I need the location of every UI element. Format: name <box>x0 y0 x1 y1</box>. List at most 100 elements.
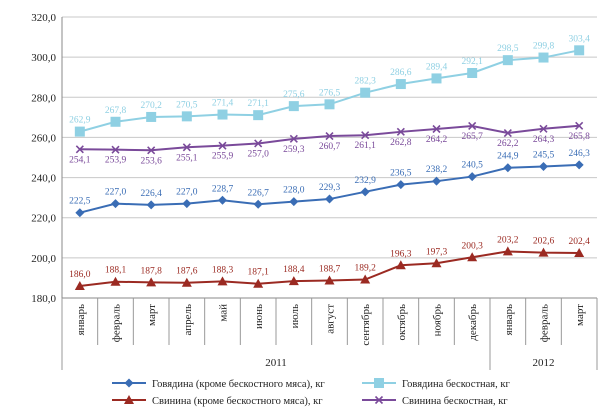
point-marker <box>75 145 84 154</box>
point-marker <box>147 146 156 155</box>
point-marker <box>467 67 478 78</box>
point-marker <box>289 134 298 143</box>
data-label: 245,5 <box>533 151 555 161</box>
point-marker <box>574 160 584 170</box>
point-marker <box>124 378 134 388</box>
data-label: 276,5 <box>319 88 341 98</box>
y-tick-label: 280,0 <box>31 92 56 104</box>
data-label: 228,0 <box>283 186 305 196</box>
point-marker <box>361 131 370 140</box>
point-marker <box>574 248 585 258</box>
data-label: 270,5 <box>176 100 198 110</box>
point-marker <box>395 79 406 90</box>
point-marker <box>503 128 512 138</box>
data-label: 186,0 <box>69 270 91 280</box>
series-lines <box>74 45 585 290</box>
point-marker <box>253 278 264 288</box>
year-label: 2011 <box>265 357 287 369</box>
data-label: 261,1 <box>354 141 376 151</box>
x-tick-label: июнь <box>253 304 265 329</box>
point-marker <box>574 45 585 56</box>
point-marker <box>146 277 157 287</box>
legend-label: Свинина (кроме бескостного мяса), кг <box>152 396 323 407</box>
point-marker <box>396 127 405 136</box>
point-marker <box>539 162 548 172</box>
x-tick-label: январь <box>503 304 515 335</box>
point-marker <box>360 274 371 284</box>
data-label: 275,6 <box>283 90 305 100</box>
data-label: 202,6 <box>533 237 555 247</box>
data-label: 188,4 <box>283 265 305 275</box>
data-label: 299,8 <box>533 42 555 52</box>
point-marker <box>218 195 227 205</box>
data-label: 222,5 <box>69 197 91 207</box>
data-label: 238,2 <box>426 165 448 175</box>
point-marker <box>431 258 442 268</box>
point-marker <box>324 99 335 110</box>
data-labels: 222,5 227,0 226,4 227,0 228,7 226,7 228,0 229,3… <box>69 34 590 280</box>
data-label: 226,4 <box>140 189 162 199</box>
point-marker <box>538 247 549 257</box>
data-label: 271,4 <box>212 99 234 109</box>
point-marker <box>575 121 584 130</box>
point-marker <box>254 139 263 148</box>
data-label: 265,8 <box>568 132 590 142</box>
data-label: 229,3 <box>319 183 341 193</box>
point-marker <box>503 163 513 173</box>
data-label: 259,3 <box>283 145 305 155</box>
data-label: 262,2 <box>497 139 519 149</box>
data-label: 188,3 <box>212 265 234 275</box>
point-marker <box>182 199 192 209</box>
y-tick-label: 260,0 <box>31 132 56 144</box>
point-marker <box>289 197 299 207</box>
legend: Говядина (кроме бескостного мяса), кг Гов… <box>112 378 510 407</box>
point-marker <box>181 277 192 287</box>
point-marker <box>324 275 335 285</box>
data-label: 298,5 <box>497 44 519 54</box>
x-tick-label: январь <box>75 304 87 335</box>
point-marker <box>467 172 477 182</box>
data-label: 188,1 <box>105 266 127 276</box>
axes <box>61 17 598 370</box>
point-marker <box>374 378 384 388</box>
x-tick-label: сентябрь <box>360 304 372 346</box>
point-marker <box>217 276 228 286</box>
point-marker <box>360 87 371 98</box>
y-tick-label: 180,0 <box>31 293 56 305</box>
point-marker <box>467 252 478 262</box>
y-axis-ticks: 180,0 200,0 220,0 240,0 260,0 280,0 300,0 320,0 <box>31 12 56 305</box>
point-marker <box>432 176 441 186</box>
data-label: 187,1 <box>247 268 269 278</box>
data-label: 197,3 <box>426 247 448 257</box>
point-marker <box>182 143 191 152</box>
point-marker <box>253 110 264 121</box>
legend-label: Говядина бескостная, кг <box>402 379 510 390</box>
y-tick-label: 300,0 <box>31 52 56 64</box>
data-label: 227,0 <box>105 188 127 198</box>
point-marker <box>395 260 406 270</box>
data-label: 289,4 <box>426 62 448 72</box>
legend-label: Говядина (кроме бескостного мяса), кг <box>152 379 325 390</box>
point-marker <box>217 109 228 120</box>
data-label: 257,0 <box>247 149 269 159</box>
data-label: 196,3 <box>390 249 412 259</box>
data-label: 282,3 <box>354 77 376 87</box>
point-marker <box>74 280 85 290</box>
data-label: 232,9 <box>354 176 376 186</box>
point-marker <box>75 208 85 218</box>
year-label: 2012 <box>533 357 555 369</box>
point-marker <box>288 276 299 286</box>
data-label: 270,2 <box>140 101 162 111</box>
point-marker <box>110 116 121 127</box>
x-tick-label: май <box>218 304 230 322</box>
data-label: 187,8 <box>140 266 162 276</box>
data-label: 188,7 <box>319 265 341 275</box>
x-tick-label: март <box>574 304 586 326</box>
legend-item: Свинина (кроме бескостного мяса), кг <box>112 395 323 407</box>
data-label: 226,7 <box>247 188 269 198</box>
point-marker <box>218 141 227 150</box>
data-label: 246,3 <box>568 149 590 159</box>
point-marker <box>181 111 192 122</box>
y-tick-label: 240,0 <box>31 173 56 185</box>
